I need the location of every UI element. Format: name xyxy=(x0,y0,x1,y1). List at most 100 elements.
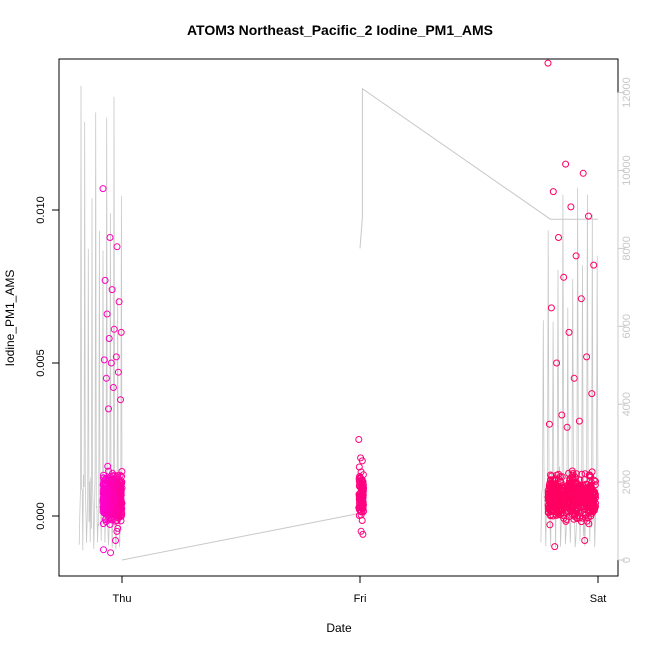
data-point xyxy=(114,524,122,532)
data-point xyxy=(110,325,118,333)
data-point xyxy=(111,483,119,491)
data-point xyxy=(117,328,125,336)
data-point xyxy=(114,368,122,376)
data-point xyxy=(579,169,587,177)
data-point xyxy=(568,487,576,495)
y-axis: 0.000 0.005 0.010 xyxy=(35,196,60,530)
data-point xyxy=(114,482,122,490)
y-tick-label: 0.000 xyxy=(35,502,47,530)
data-point xyxy=(548,508,555,516)
data-point xyxy=(590,496,598,504)
data-point xyxy=(545,420,553,428)
data-point xyxy=(355,436,363,443)
data-point xyxy=(576,508,584,516)
data-point xyxy=(109,487,117,494)
data-point xyxy=(105,488,113,496)
data-point xyxy=(356,493,364,501)
data-point xyxy=(572,474,579,482)
x-axis-label: Date xyxy=(326,621,352,635)
data-point xyxy=(109,516,117,524)
x-tick-label: Thu xyxy=(113,593,132,605)
data-point xyxy=(356,483,364,491)
data-point xyxy=(359,491,366,499)
data-point xyxy=(582,514,589,522)
right-y-tick-label: 4000 xyxy=(621,392,633,416)
data-point xyxy=(546,480,554,487)
data-point xyxy=(101,276,109,284)
right-y-axis: 0 2000 4000 6000 8000 10000 12000 xyxy=(617,77,633,563)
data-point xyxy=(580,476,588,484)
data-point xyxy=(112,474,119,482)
data-point xyxy=(588,390,596,398)
data-point xyxy=(588,508,596,516)
data-point xyxy=(547,500,555,508)
data-point xyxy=(553,471,561,479)
data-point xyxy=(359,530,367,538)
data-point xyxy=(558,411,566,419)
data-point xyxy=(555,497,563,505)
data-point xyxy=(575,496,583,504)
data-point xyxy=(550,499,558,506)
data-point xyxy=(111,496,119,504)
data-point xyxy=(100,546,107,554)
data-point xyxy=(117,501,125,508)
data-point xyxy=(547,304,555,312)
data-point xyxy=(106,501,114,509)
right-y-tick-label: 2000 xyxy=(621,470,633,494)
data-point xyxy=(113,527,121,535)
data-point xyxy=(107,359,115,367)
data-point xyxy=(101,498,109,506)
data-point xyxy=(547,476,555,484)
data-point xyxy=(105,405,112,413)
data-point xyxy=(355,492,363,500)
data-point xyxy=(546,486,554,494)
data-point xyxy=(102,475,110,482)
data-point xyxy=(560,496,568,504)
data-point xyxy=(555,234,562,241)
data-point xyxy=(102,518,110,526)
data-point xyxy=(112,506,120,514)
data-point xyxy=(572,252,580,260)
data-point xyxy=(569,491,577,499)
altitude-line-1 xyxy=(359,87,598,249)
data-point xyxy=(357,511,365,519)
data-point xyxy=(568,507,576,515)
data-point xyxy=(592,477,599,485)
data-point xyxy=(544,59,552,67)
data-point xyxy=(565,469,573,477)
data-point xyxy=(587,473,595,481)
data-point xyxy=(358,503,366,510)
data-point xyxy=(575,417,583,425)
data-point xyxy=(556,473,564,481)
data-point xyxy=(359,501,367,509)
data-point xyxy=(108,286,116,294)
data-point xyxy=(104,462,112,470)
right-y-tick-label: 8000 xyxy=(621,236,633,260)
data-point xyxy=(590,261,598,269)
data-point xyxy=(116,512,124,520)
data-point xyxy=(359,478,367,486)
y-tick-label: 0.010 xyxy=(35,196,47,224)
data-point xyxy=(551,543,559,551)
data-point xyxy=(581,537,589,544)
y-tick-label: 0.005 xyxy=(35,349,47,377)
data-point xyxy=(567,203,575,211)
y-axis-label: Iodine_PM1_AMS xyxy=(3,270,17,367)
data-point xyxy=(550,502,558,510)
data-point xyxy=(118,468,126,475)
data-points xyxy=(99,59,599,557)
data-point xyxy=(588,468,596,476)
data-point xyxy=(358,517,366,524)
data-point xyxy=(113,243,121,251)
data-point xyxy=(562,160,570,168)
data-point xyxy=(565,328,573,336)
data-point xyxy=(553,359,561,367)
data-point xyxy=(109,469,116,477)
data-point xyxy=(553,502,561,510)
data-point xyxy=(570,374,578,382)
data-point xyxy=(106,234,114,241)
data-point xyxy=(585,520,593,528)
data-point xyxy=(562,516,570,523)
data-point xyxy=(100,505,108,513)
data-point xyxy=(546,521,554,529)
